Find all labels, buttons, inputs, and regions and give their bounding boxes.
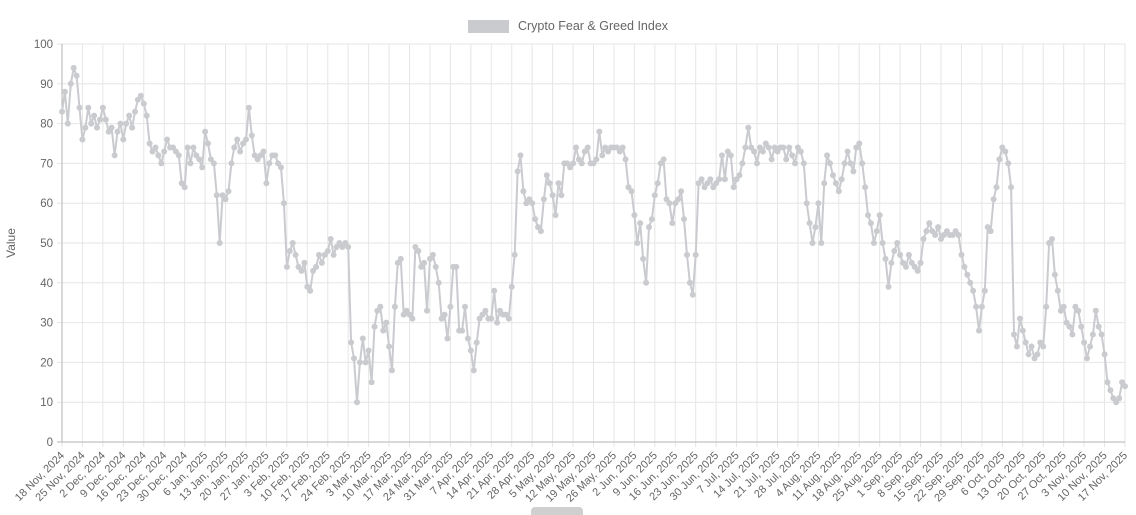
svg-text:30: 30 [40, 318, 53, 330]
svg-text:90: 90 [40, 79, 53, 91]
y-axis-title: Value [4, 228, 18, 258]
legend-label: Crypto Fear & Greed Index [517, 19, 669, 33]
svg-text:20: 20 [40, 357, 53, 369]
legend-swatch [467, 20, 509, 33]
svg-text:40: 40 [40, 278, 53, 290]
cutoff-legend-swatch [531, 507, 583, 515]
svg-text:50: 50 [40, 238, 53, 250]
svg-text:60: 60 [40, 198, 53, 210]
svg-text:10: 10 [40, 397, 53, 409]
svg-text:80: 80 [40, 119, 53, 131]
svg-text:0: 0 [47, 437, 53, 449]
chart-legend-item[interactable]: Crypto Fear & Greed Index [0, 20, 1136, 33]
svg-text:100: 100 [34, 39, 53, 51]
svg-text:70: 70 [40, 158, 53, 170]
